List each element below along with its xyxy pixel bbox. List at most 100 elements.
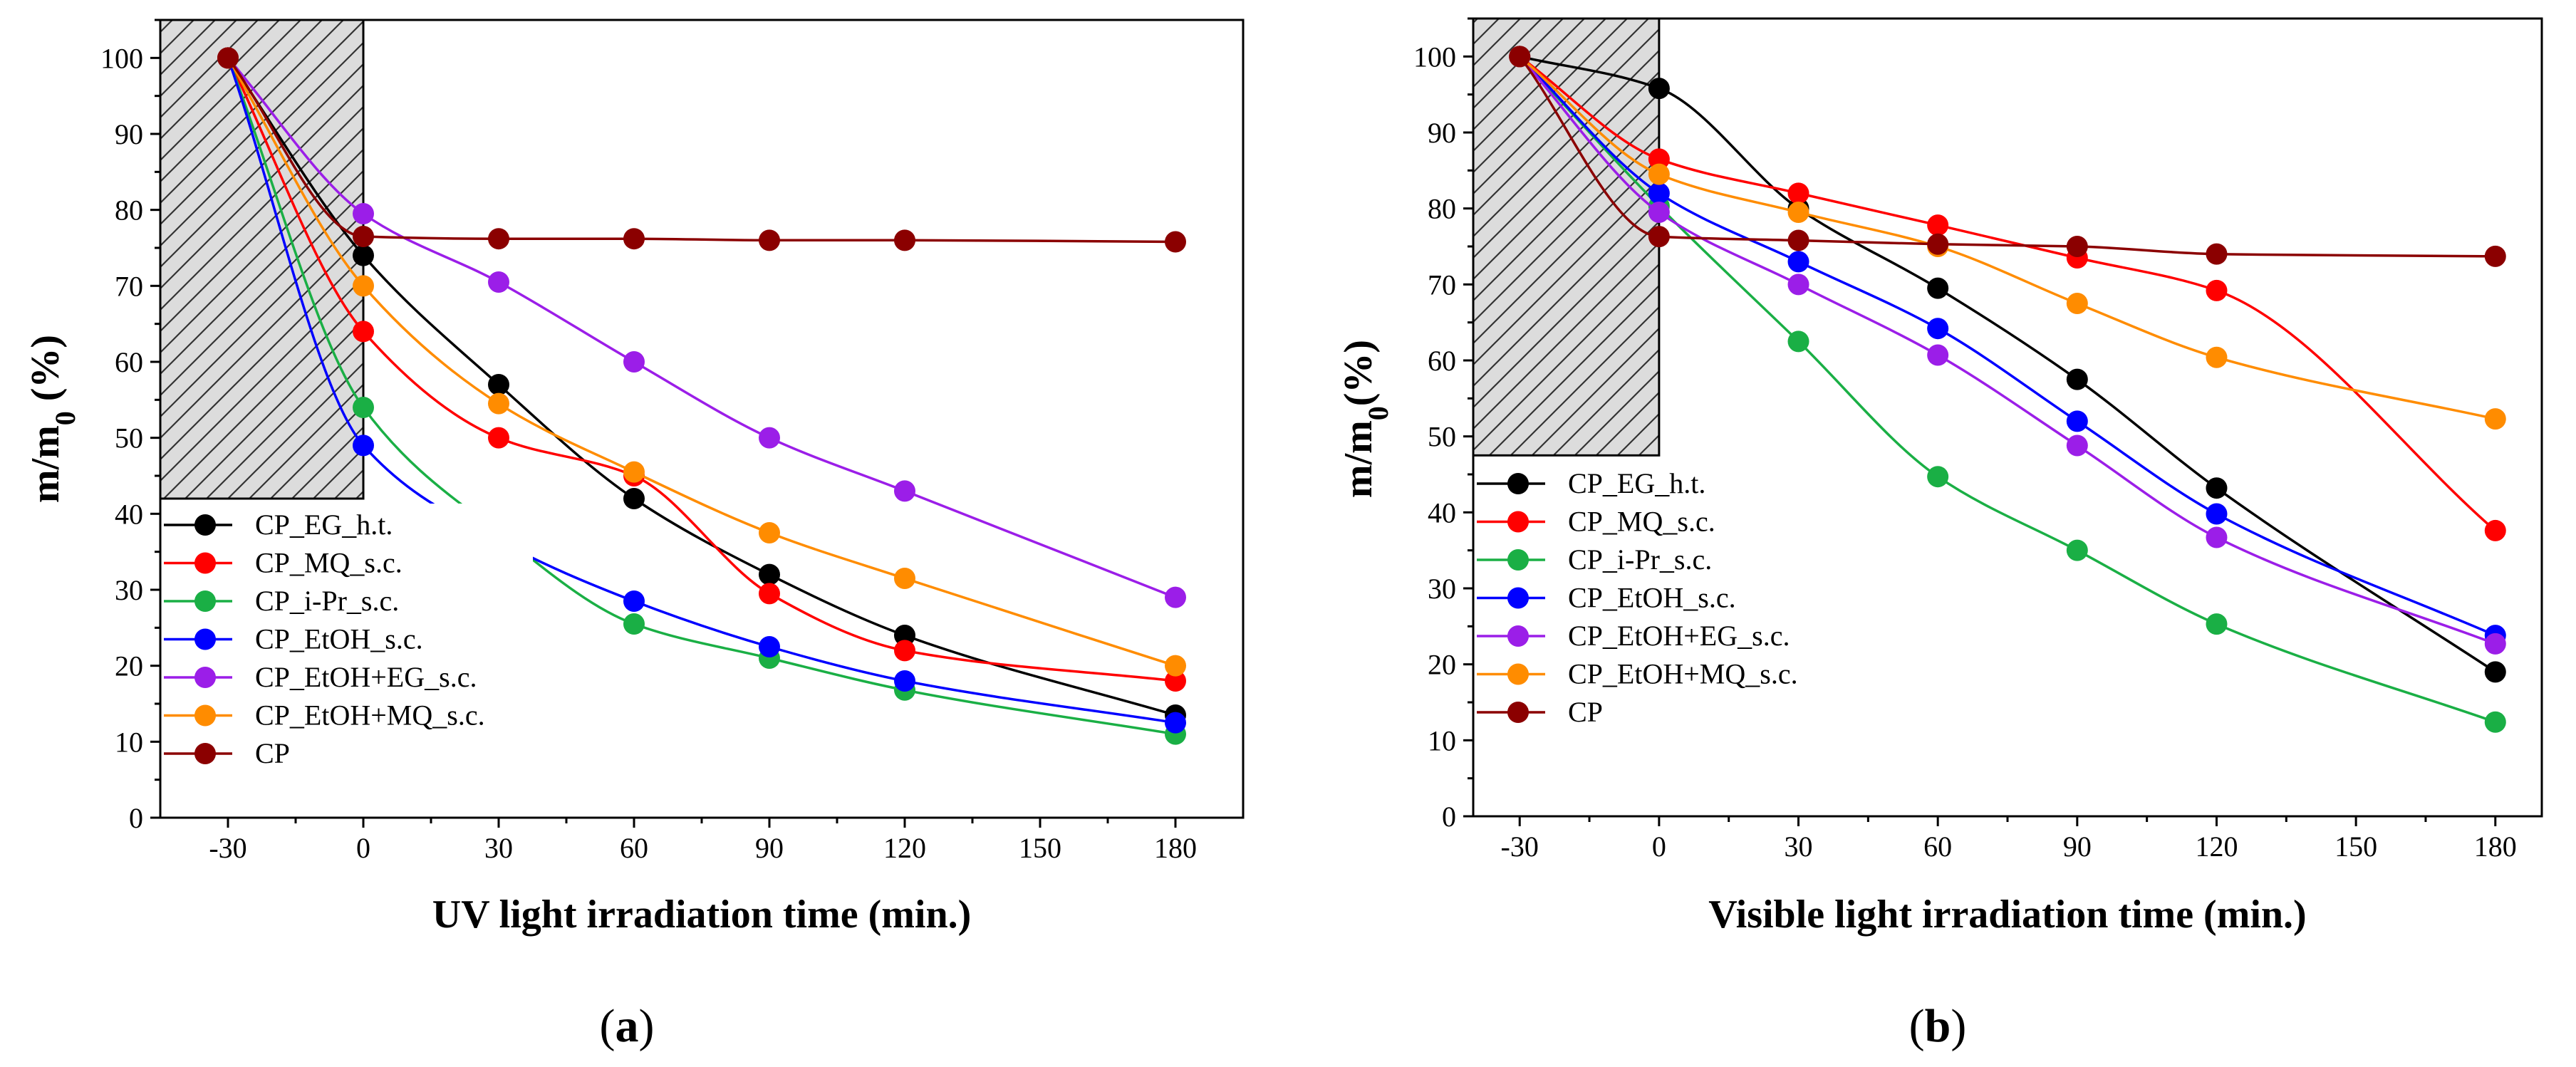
y-axis-title-main: m/m bbox=[1336, 420, 1381, 498]
panel-label-close: ) bbox=[639, 1000, 655, 1052]
legend-marker bbox=[1507, 511, 1529, 533]
legend-label: CP_EtOH_s.c. bbox=[1568, 582, 1736, 614]
data-point bbox=[353, 434, 374, 457]
data-point bbox=[1927, 344, 1949, 366]
series-cp-etoh-s-c bbox=[217, 47, 1186, 734]
legend-label: CP bbox=[1568, 696, 1603, 728]
data-point bbox=[488, 374, 509, 395]
data-point bbox=[759, 427, 780, 449]
data-point bbox=[2206, 613, 2228, 635]
data-point bbox=[353, 203, 374, 224]
data-point bbox=[2206, 279, 2228, 301]
x-tick-label: 0 bbox=[356, 832, 370, 864]
data-point bbox=[2206, 346, 2228, 368]
y-tick-label: 0 bbox=[1442, 801, 1456, 833]
legend-marker bbox=[194, 628, 216, 650]
y-axis-title-main: m/m bbox=[24, 425, 68, 503]
y-axis-title: m/m0 (%) bbox=[24, 335, 81, 503]
legend-marker bbox=[1507, 663, 1529, 685]
data-point bbox=[2066, 539, 2088, 561]
y-tick-label: 90 bbox=[115, 118, 143, 150]
data-point bbox=[1787, 274, 1809, 296]
data-point bbox=[2066, 368, 2088, 390]
y-tick-label: 90 bbox=[1428, 117, 1456, 149]
x-tick-label: 30 bbox=[1785, 831, 1813, 863]
data-point bbox=[894, 480, 915, 502]
legend: CP_EG_h.t. CP_MQ_s.c. CP_i-Pr_s.c. CP_EtOH_… bbox=[162, 504, 533, 776]
legend-marker bbox=[194, 667, 216, 688]
data-point bbox=[1165, 655, 1186, 677]
y-tick-label: 50 bbox=[115, 422, 143, 454]
data-point bbox=[1927, 466, 1949, 488]
panel-label-close: ) bbox=[1951, 1000, 1966, 1052]
data-point bbox=[353, 275, 374, 297]
data-point bbox=[2484, 633, 2506, 655]
y-tick-label: 30 bbox=[1428, 573, 1456, 605]
data-point bbox=[1927, 214, 1949, 236]
data-point bbox=[623, 228, 645, 250]
y-tick-label: 10 bbox=[1428, 724, 1456, 756]
data-point bbox=[1927, 277, 1949, 299]
data-point bbox=[623, 351, 645, 373]
series-cp-etoh-eg-s-c bbox=[217, 47, 1186, 608]
x-tick-label: 30 bbox=[484, 832, 513, 864]
legend-label: CP_MQ_s.c. bbox=[255, 547, 402, 579]
legend-label: CP_MQ_s.c. bbox=[1568, 506, 1715, 538]
x-tick-label: 0 bbox=[1652, 831, 1666, 863]
y-tick-label: 20 bbox=[115, 650, 143, 682]
y-tick-label: 0 bbox=[129, 802, 143, 834]
series-line bbox=[227, 57, 1176, 736]
data-point bbox=[353, 244, 374, 266]
data-point bbox=[353, 321, 374, 343]
data-point bbox=[488, 228, 509, 250]
x-axis-title: UV light irradiation time (min.) bbox=[432, 892, 971, 937]
panel-label-open: ( bbox=[1909, 1000, 1925, 1052]
panel-label: (b) bbox=[1909, 1000, 1967, 1052]
data-point bbox=[2206, 526, 2228, 548]
legend-label: CP bbox=[255, 737, 290, 769]
y-tick-label: 40 bbox=[115, 498, 143, 530]
x-tick-label: 150 bbox=[1019, 832, 1061, 864]
legend-label: CP_EtOH+MQ_s.c. bbox=[255, 699, 485, 732]
legend-marker bbox=[194, 743, 216, 764]
y-tick-label: 80 bbox=[115, 194, 143, 227]
dark-region-hatch bbox=[1472, 17, 1661, 457]
data-point bbox=[2066, 293, 2088, 314]
panel-label-letter: b bbox=[1925, 1000, 1951, 1052]
legend-label: CP_i-Pr_s.c. bbox=[255, 585, 399, 617]
data-point bbox=[1927, 233, 1949, 255]
data-point bbox=[1509, 46, 1531, 68]
data-point bbox=[488, 427, 509, 449]
data-point bbox=[623, 488, 645, 509]
y-tick-label: 100 bbox=[1413, 41, 1456, 73]
data-point bbox=[759, 229, 780, 251]
data-point bbox=[2484, 711, 2506, 733]
panel-label-open: ( bbox=[600, 1000, 616, 1052]
legend-marker bbox=[1507, 549, 1529, 571]
data-point bbox=[1787, 182, 1809, 204]
legend-label: CP_EG_h.t. bbox=[1568, 467, 1705, 499]
data-point bbox=[1165, 670, 1186, 692]
y-axis-title-unit: (%) bbox=[24, 335, 68, 411]
legend-marker bbox=[194, 704, 216, 727]
panel-label: (a) bbox=[600, 1000, 655, 1052]
data-point bbox=[2066, 410, 2088, 432]
data-point bbox=[1787, 202, 1809, 223]
y-tick-label: 50 bbox=[1428, 421, 1456, 453]
data-point bbox=[759, 636, 780, 657]
y-tick-label: 30 bbox=[115, 574, 143, 606]
y-axis-title-unit: (%) bbox=[1336, 340, 1381, 406]
data-point bbox=[2066, 434, 2088, 457]
x-tick-label: 150 bbox=[2334, 831, 2377, 863]
data-point bbox=[1787, 330, 1809, 353]
legend: CP_EG_h.t. CP_MQ_s.c. CP_i-Pr_s.c. CP_EtOH_… bbox=[1475, 462, 1846, 735]
data-point bbox=[1648, 182, 1670, 204]
legend-label: CP_EtOH+EG_s.c. bbox=[255, 661, 477, 693]
series-cp bbox=[217, 47, 1186, 253]
data-point bbox=[623, 590, 645, 612]
data-point bbox=[1648, 226, 1670, 248]
data-point bbox=[2484, 519, 2506, 541]
data-point bbox=[894, 640, 915, 662]
data-point bbox=[894, 568, 915, 589]
